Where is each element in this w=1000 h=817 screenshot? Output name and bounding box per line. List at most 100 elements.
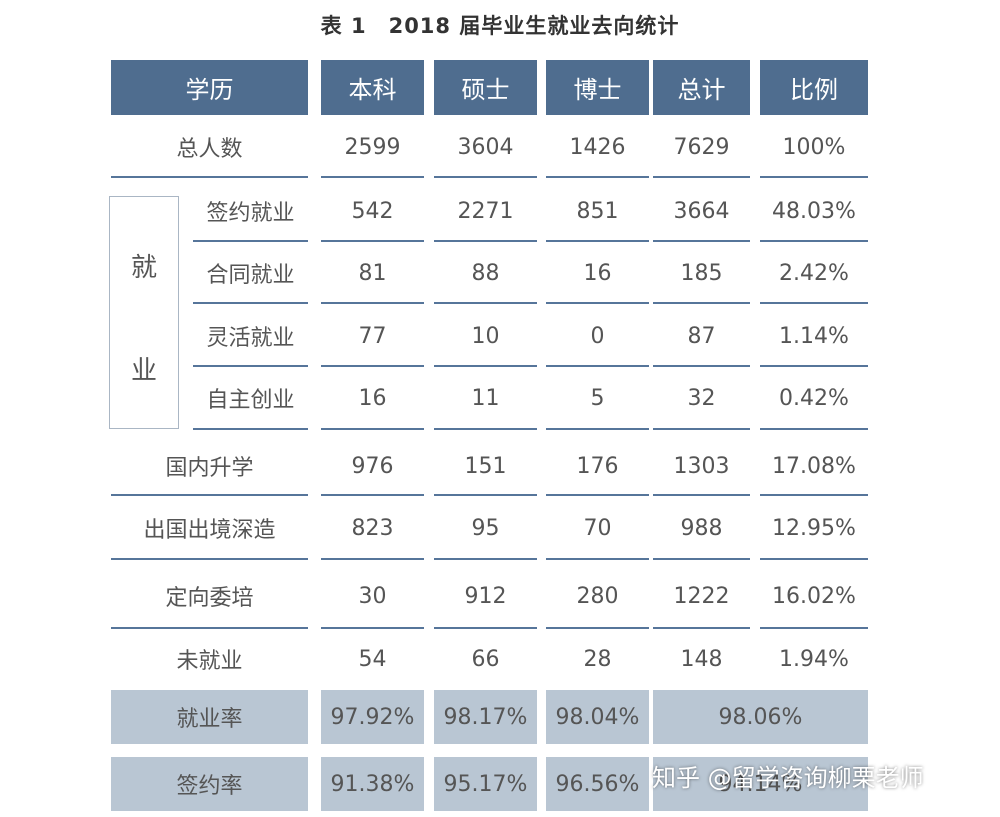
table-cell: 988 bbox=[680, 515, 723, 541]
table-cell: 3604 bbox=[457, 134, 514, 160]
table-cell: 12.95% bbox=[772, 515, 856, 541]
row-divider bbox=[434, 558, 537, 560]
table-cell: 98.17% bbox=[434, 690, 537, 744]
row-divider bbox=[760, 558, 868, 560]
table-cell: 10 bbox=[471, 323, 500, 349]
row-divider bbox=[546, 240, 649, 242]
table-cell: 176 bbox=[576, 453, 619, 479]
table-cell: 0.42% bbox=[779, 385, 849, 411]
table-cell: 2599 bbox=[344, 134, 401, 160]
row-divider bbox=[434, 176, 537, 178]
row-divider bbox=[653, 494, 750, 496]
row-label-self-employment: 自主创业 bbox=[206, 388, 295, 413]
row-divider bbox=[546, 428, 649, 430]
row-divider bbox=[321, 494, 424, 496]
table-cell: 7629 bbox=[673, 134, 730, 160]
table-cell: 97.92% bbox=[321, 690, 424, 744]
row-divider bbox=[546, 302, 649, 304]
row-divider bbox=[546, 365, 649, 367]
row-label-flexible-employment: 灵活就业 bbox=[206, 326, 295, 351]
row-divider bbox=[546, 627, 649, 629]
row-label-commissioned-training: 定向委培 bbox=[165, 586, 254, 611]
table-cell: 77 bbox=[358, 323, 387, 349]
employment-group-label-2: 业 bbox=[130, 356, 157, 386]
row-divider bbox=[760, 365, 868, 367]
table-title: 表 1 2018 届毕业生就业去向统计 bbox=[320, 14, 680, 38]
table-cell: 54 bbox=[358, 646, 387, 672]
table-cell: 148 bbox=[680, 646, 723, 672]
table-cell: 1426 bbox=[569, 134, 626, 160]
row-divider bbox=[760, 428, 868, 430]
table-cell: 851 bbox=[576, 198, 619, 224]
table-cell: 0 bbox=[590, 323, 605, 349]
row-divider bbox=[760, 176, 868, 178]
row-divider bbox=[111, 627, 308, 629]
table-cell: 2271 bbox=[457, 198, 514, 224]
table-cell-total-merged: 98.06% bbox=[653, 690, 868, 744]
row-divider bbox=[321, 365, 424, 367]
row-divider bbox=[321, 240, 424, 242]
row-label-total-count: 总人数 bbox=[176, 137, 243, 162]
table-cell: 95 bbox=[471, 515, 500, 541]
table-cell: 3664 bbox=[673, 198, 730, 224]
row-divider bbox=[760, 240, 868, 242]
table-cell: 151 bbox=[464, 453, 507, 479]
table-cell: 91.38% bbox=[321, 757, 424, 811]
table-cell: 100% bbox=[782, 134, 846, 160]
row-divider bbox=[434, 428, 537, 430]
row-divider bbox=[760, 494, 868, 496]
row-divider bbox=[653, 176, 750, 178]
row-divider bbox=[193, 240, 308, 242]
table-cell: 185 bbox=[680, 260, 723, 286]
row-divider bbox=[653, 302, 750, 304]
table-cell: 280 bbox=[576, 583, 619, 609]
row-label-domestic-study: 国内升学 bbox=[165, 456, 254, 481]
table-cell: 96.56% bbox=[546, 757, 649, 811]
row-divider bbox=[653, 428, 750, 430]
row-divider bbox=[653, 365, 750, 367]
table-cell: 16 bbox=[358, 385, 387, 411]
table-cell: 87 bbox=[687, 323, 716, 349]
row-divider bbox=[193, 365, 308, 367]
row-divider bbox=[760, 302, 868, 304]
row-divider bbox=[111, 494, 308, 496]
table-cell: 28 bbox=[583, 646, 612, 672]
row-divider bbox=[434, 240, 537, 242]
table-cell: 88 bbox=[471, 260, 500, 286]
employment-group-bracket bbox=[109, 196, 179, 429]
table-cell: 66 bbox=[471, 646, 500, 672]
row-divider bbox=[760, 627, 868, 629]
table-cell-total-merged: 94.14% bbox=[653, 757, 868, 811]
table-cell: 2.42% bbox=[779, 260, 849, 286]
row-divider bbox=[653, 240, 750, 242]
watermark-text: 知乎 @留学咨询柳栗老师 bbox=[652, 764, 924, 792]
table-cell: 32 bbox=[687, 385, 716, 411]
header-ratio: 比例 bbox=[760, 60, 868, 115]
table-cell: 1303 bbox=[673, 453, 730, 479]
table-cell: 912 bbox=[464, 583, 507, 609]
table-cell: 30 bbox=[358, 583, 387, 609]
row-divider bbox=[193, 428, 308, 430]
header-total: 总计 bbox=[653, 60, 750, 115]
table-cell: 95.17% bbox=[434, 757, 537, 811]
row-divider bbox=[546, 176, 649, 178]
row-divider bbox=[321, 176, 424, 178]
row-label-unemployed: 未就业 bbox=[176, 649, 243, 674]
row-divider bbox=[434, 365, 537, 367]
row-divider bbox=[111, 176, 308, 178]
table-cell: 976 bbox=[351, 453, 394, 479]
table-cell: 823 bbox=[351, 515, 394, 541]
table-cell: 1.94% bbox=[779, 646, 849, 672]
row-divider bbox=[434, 627, 537, 629]
row-divider bbox=[321, 558, 424, 560]
header-master: 硕士 bbox=[434, 60, 537, 115]
row-divider bbox=[321, 302, 424, 304]
row-divider bbox=[111, 558, 308, 560]
header-doctor: 博士 bbox=[546, 60, 649, 115]
row-divider bbox=[321, 428, 424, 430]
table-cell: 17.08% bbox=[772, 453, 856, 479]
row-label-study-abroad: 出国出境深造 bbox=[143, 518, 276, 543]
table-cell: 1222 bbox=[673, 583, 730, 609]
rate-label-contract-rate: 签约率 bbox=[111, 757, 308, 811]
row-divider bbox=[653, 627, 750, 629]
